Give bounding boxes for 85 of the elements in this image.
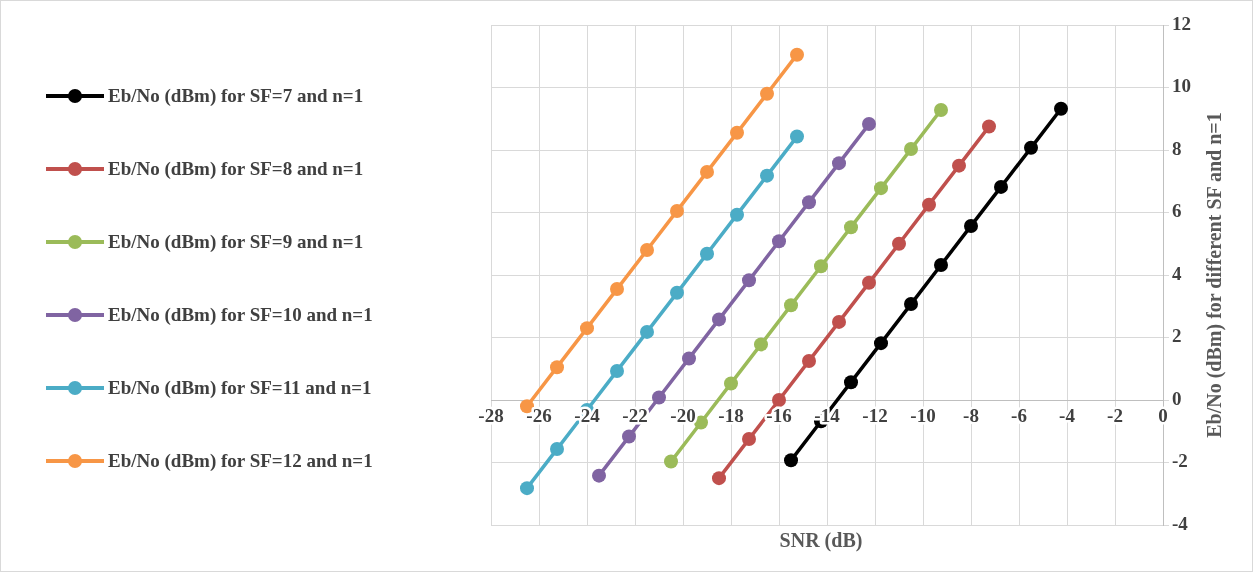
point	[622, 429, 636, 444]
x-tick-label: -16	[766, 405, 792, 427]
point	[712, 471, 726, 486]
y-tick-label: 6	[1172, 200, 1182, 222]
point	[784, 453, 798, 468]
point	[952, 158, 966, 173]
point	[700, 246, 714, 261]
point	[670, 203, 684, 218]
x-tick-label: -2	[1107, 405, 1123, 427]
point	[682, 351, 696, 366]
x-tick-label: -4	[1059, 405, 1076, 427]
point	[832, 314, 846, 329]
point	[640, 243, 654, 257]
point	[964, 218, 978, 233]
point	[814, 259, 828, 274]
point	[772, 393, 786, 407]
y-tick-label: 8	[1172, 137, 1182, 159]
legend-label: Eb/No (dBm) for SF=8 and n=1	[108, 157, 364, 180]
point	[904, 297, 918, 312]
point	[610, 363, 624, 378]
x-tick-label: -26	[526, 405, 552, 427]
point	[904, 142, 918, 157]
point	[862, 117, 876, 132]
y-tick-label: 2	[1172, 325, 1182, 347]
point	[1024, 140, 1038, 155]
point	[640, 324, 654, 339]
point	[790, 129, 804, 144]
legend-label: Eb/No (dBm) for SF=9 and n=1	[108, 230, 364, 253]
point	[754, 337, 768, 352]
x-tick-label: 0	[1158, 405, 1168, 427]
point	[874, 336, 888, 351]
point	[874, 181, 888, 196]
point	[934, 258, 948, 272]
point	[934, 103, 948, 117]
point	[784, 298, 798, 313]
point	[730, 207, 744, 222]
point	[592, 468, 606, 483]
point	[652, 390, 666, 405]
y-axis-title: Eb/No (dBm) for different SF and n=1	[1202, 112, 1226, 438]
point	[982, 119, 996, 134]
point	[760, 168, 774, 183]
legend-label: Eb/No (dBm) for SF=10 and n=1	[108, 303, 373, 326]
point	[1054, 101, 1068, 116]
y-tick-label: 10	[1172, 75, 1191, 97]
point	[550, 360, 564, 375]
legend-label: Eb/No (dBm) for SF=7 and n=1	[108, 84, 364, 107]
point	[700, 164, 714, 179]
point	[730, 125, 744, 140]
point	[844, 375, 858, 390]
point	[610, 282, 624, 297]
point	[922, 197, 936, 212]
point	[580, 321, 594, 336]
point	[832, 156, 846, 171]
x-tick-label: -8	[963, 405, 979, 427]
x-tick-label: -18	[718, 405, 744, 427]
x-tick-label: -6	[1011, 405, 1027, 427]
point	[742, 273, 756, 288]
point	[712, 312, 726, 327]
point	[790, 47, 804, 62]
point	[520, 481, 534, 496]
point	[802, 353, 816, 368]
point	[862, 275, 876, 290]
x-tick-label: -10	[910, 405, 936, 427]
point	[802, 195, 816, 210]
point	[760, 86, 774, 101]
y-tick-label: 4	[1172, 262, 1182, 284]
legend-label: Eb/No (dBm) for SF=12 and n=1	[108, 449, 373, 472]
x-tick-label: -28	[478, 405, 504, 427]
y-tick-label: -4	[1172, 512, 1189, 534]
y-tick-label: 12	[1172, 12, 1191, 34]
point	[892, 236, 906, 251]
x-tick-label: -12	[862, 405, 888, 427]
x-axis-title: SNR (dB)	[778, 529, 864, 552]
y-tick-label: -2	[1172, 450, 1188, 472]
point	[664, 454, 678, 469]
legend-label: Eb/No (dBm) for SF=11 and n=1	[108, 376, 372, 399]
point	[844, 220, 858, 235]
x-tick-label: -20	[670, 405, 696, 427]
point	[724, 376, 738, 391]
point	[742, 432, 756, 447]
point	[550, 442, 564, 457]
y-tick-label: 0	[1172, 387, 1182, 409]
point	[670, 285, 684, 300]
point	[994, 179, 1008, 194]
point	[772, 234, 786, 249]
